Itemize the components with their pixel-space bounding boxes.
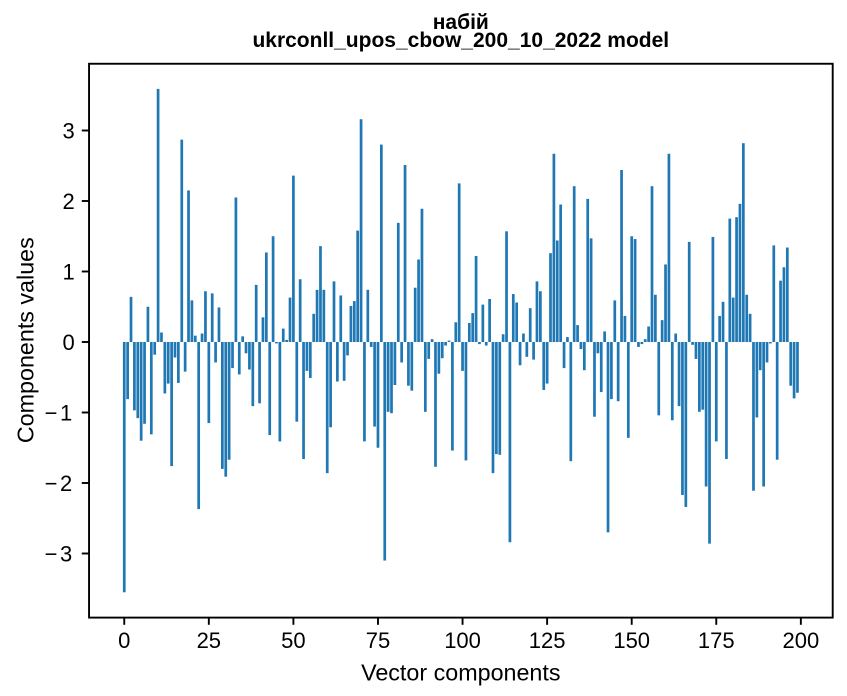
- svg-text:200: 200: [782, 628, 819, 653]
- svg-text:50: 50: [281, 628, 305, 653]
- svg-text:−2: −2: [45, 471, 75, 496]
- svg-text:−3: −3: [45, 541, 75, 566]
- svg-text:Components values: Components values: [13, 237, 39, 443]
- svg-text:Vector components: Vector components: [361, 660, 560, 686]
- svg-text:ukrconll_upos_cbow_200_10_2022: ukrconll_upos_cbow_200_10_2022 model: [252, 29, 669, 52]
- svg-text:25: 25: [197, 628, 221, 653]
- svg-text:1: 1: [62, 259, 74, 284]
- svg-text:75: 75: [366, 628, 390, 653]
- svg-text:набій: набій: [433, 11, 489, 34]
- svg-text:−1: −1: [45, 400, 75, 425]
- svg-text:150: 150: [613, 628, 650, 653]
- svg-text:125: 125: [529, 628, 566, 653]
- svg-text:100: 100: [444, 628, 481, 653]
- svg-text:175: 175: [698, 628, 735, 653]
- svg-text:3: 3: [62, 118, 74, 143]
- svg-text:0: 0: [62, 330, 74, 355]
- svg-text:2: 2: [62, 189, 74, 214]
- svg-text:0: 0: [118, 628, 130, 653]
